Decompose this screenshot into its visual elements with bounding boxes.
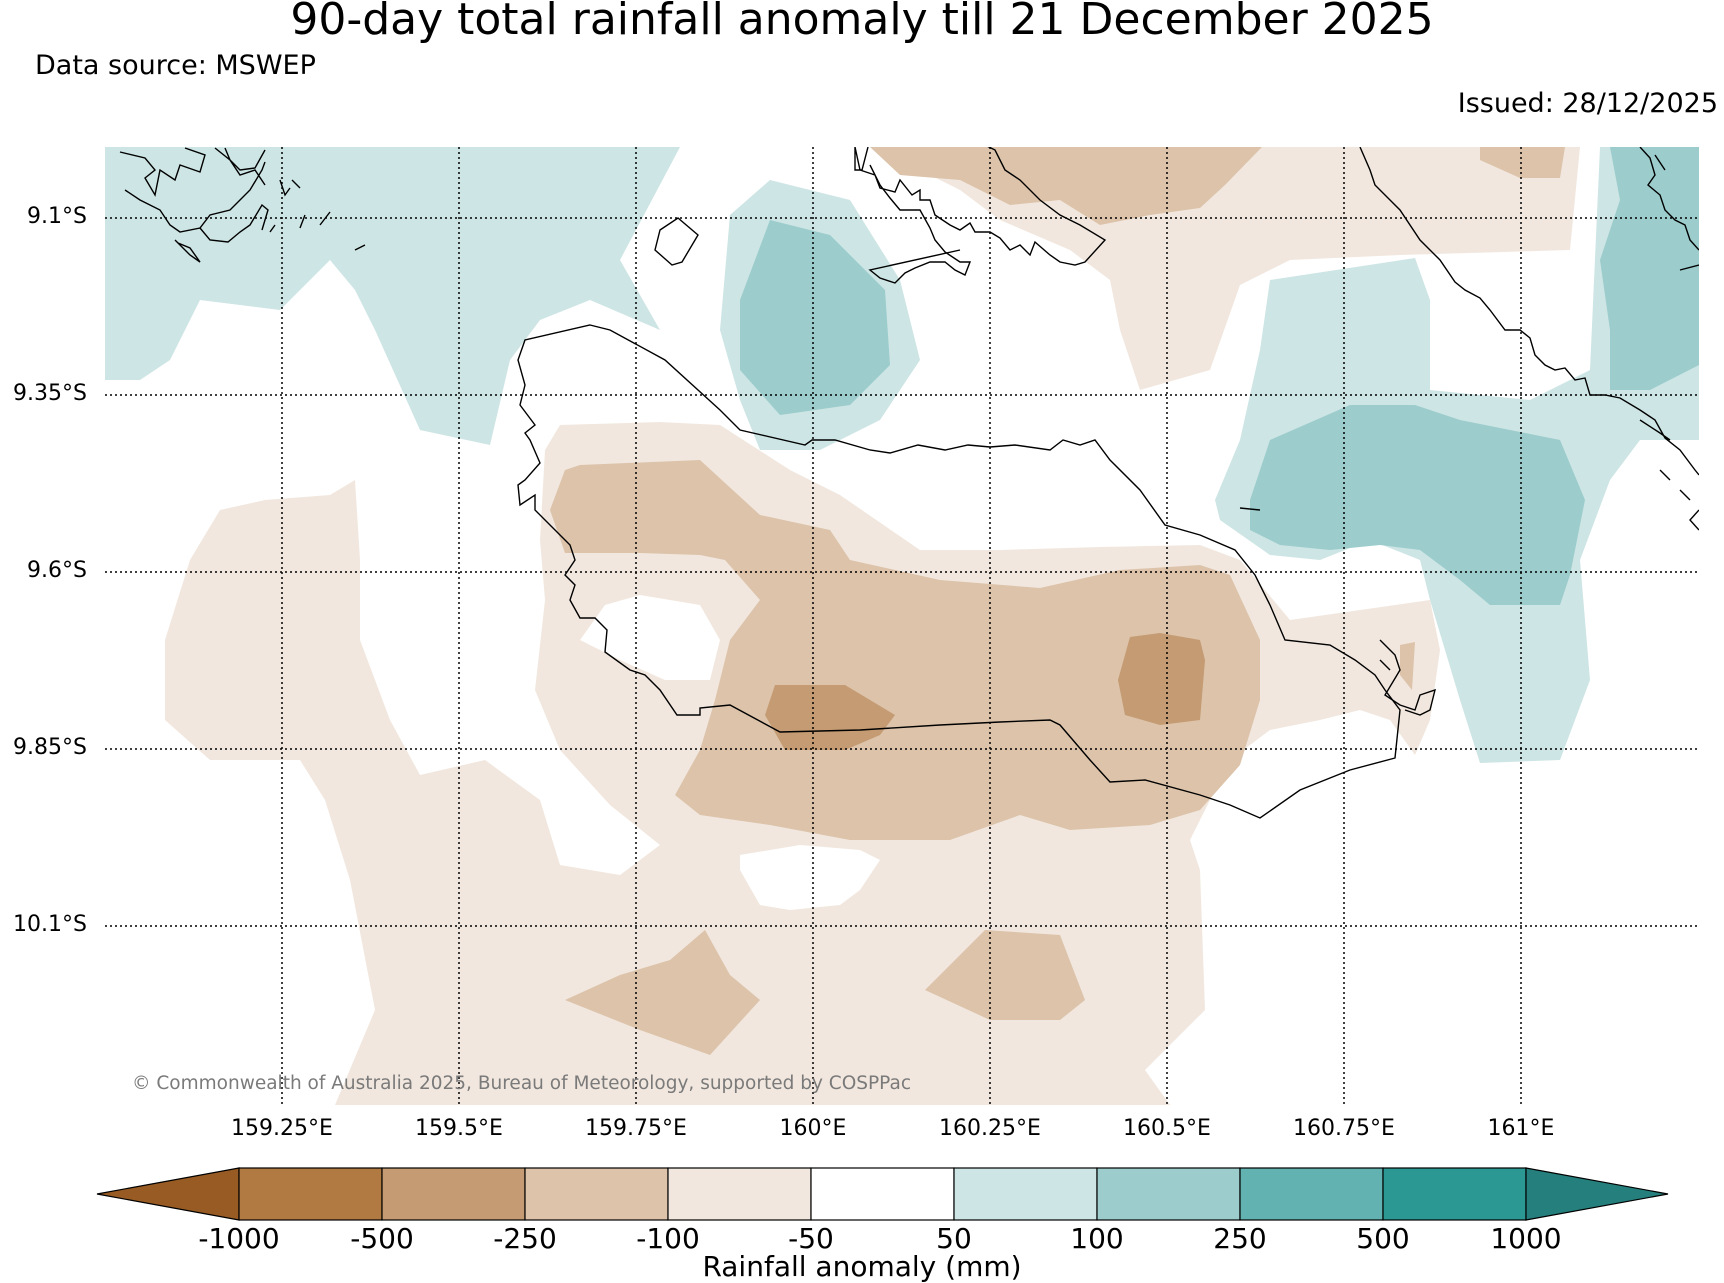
data-source: Data source: MSWEP — [35, 50, 316, 81]
wet-region-northwest — [105, 147, 680, 445]
copyright-notice: © Commonwealth of Australia 2025, Bureau… — [132, 1073, 912, 1094]
lat-label-9.85: 9.85°S — [13, 735, 87, 760]
colorbar-tick: 1000 — [1490, 1222, 1562, 1255]
coastline-marau — [1379, 639, 1436, 716]
lon-label-161: 161°E — [1487, 1116, 1555, 1141]
colorbar-tick: -50 — [788, 1222, 834, 1255]
colorbar-label: Rainfall anomaly (mm) — [702, 1250, 1022, 1283]
neutral-hole-west — [580, 595, 720, 680]
very-wet-region-north-central — [740, 220, 890, 415]
lon-label-159.5: 159.5°E — [415, 1116, 503, 1141]
lon-label-160: 160°E — [779, 1116, 847, 1141]
colorbar-tick: -1000 — [198, 1222, 280, 1255]
graticule — [105, 147, 1699, 1105]
coastline-malaita — [1359, 147, 1699, 531]
coastline-savo-island — [654, 217, 699, 266]
colorbar-segment — [667, 1167, 812, 1221]
colorbar-tick: -250 — [493, 1222, 557, 1255]
dry-region-north — [870, 147, 1580, 390]
moderately-dry-region-central — [550, 460, 1260, 840]
very-wet-region-far-east — [1600, 147, 1699, 390]
colorbar-tick: 250 — [1213, 1222, 1267, 1255]
very-dry-patch-central — [765, 685, 895, 750]
colorbar-tick: -500 — [350, 1222, 414, 1255]
coastline-guadalcanal — [517, 324, 1401, 819]
map-title: 90-day total rainfall anomaly till 21 De… — [290, 0, 1434, 45]
lon-label-160.5: 160.5°E — [1123, 1116, 1211, 1141]
neutral-hole-south — [740, 845, 880, 910]
lon-label-159.75: 159.75°E — [585, 1116, 687, 1141]
colorbar-tick: -100 — [636, 1222, 700, 1255]
colorbar-segment — [953, 1167, 1098, 1221]
colorbar-tick: 500 — [1356, 1222, 1410, 1255]
lon-label-160.25: 160.25°E — [939, 1116, 1041, 1141]
anomaly-contours — [105, 147, 1699, 1105]
lat-label-9.6: 9.6°S — [27, 558, 87, 583]
colorbar-extend-min — [96, 1167, 240, 1221]
issued-date: Issued: 28/12/2025 — [1457, 88, 1718, 119]
colorbar-segment — [1096, 1167, 1241, 1221]
lon-label-159.25: 159.25°E — [231, 1116, 333, 1141]
colorbar-tick: 100 — [1070, 1222, 1124, 1255]
colorbar-segment — [1382, 1167, 1527, 1221]
very-wet-region-east — [1250, 405, 1585, 605]
colorbar-tick: 50 — [936, 1222, 972, 1255]
colorbar — [96, 1167, 1669, 1221]
colorbar-segment — [810, 1167, 955, 1221]
lon-label-160.75: 160.75°E — [1293, 1116, 1395, 1141]
very-dry-patch-east — [1118, 633, 1205, 725]
moderately-dry-region-north — [870, 147, 1262, 225]
lat-label-9.35: 9.35°S — [13, 381, 87, 406]
colorbar-extend-max — [1525, 1167, 1669, 1221]
coastline-islet — [1239, 507, 1261, 511]
colorbar-segment — [1239, 1167, 1384, 1221]
lat-label-9.1: 9.1°S — [27, 204, 87, 229]
moderately-dry-region-northeast — [1480, 147, 1565, 178]
moderately-dry-patch-southeast — [925, 930, 1085, 1020]
colorbar-segment — [238, 1167, 383, 1221]
lat-label-10.1: 10.1°S — [13, 912, 87, 937]
moderately-dry-patch-small-east — [1400, 642, 1415, 690]
colorbar-segment — [381, 1167, 526, 1221]
moderately-dry-patch-southwest — [565, 930, 760, 1055]
colorbar-segment — [524, 1167, 669, 1221]
